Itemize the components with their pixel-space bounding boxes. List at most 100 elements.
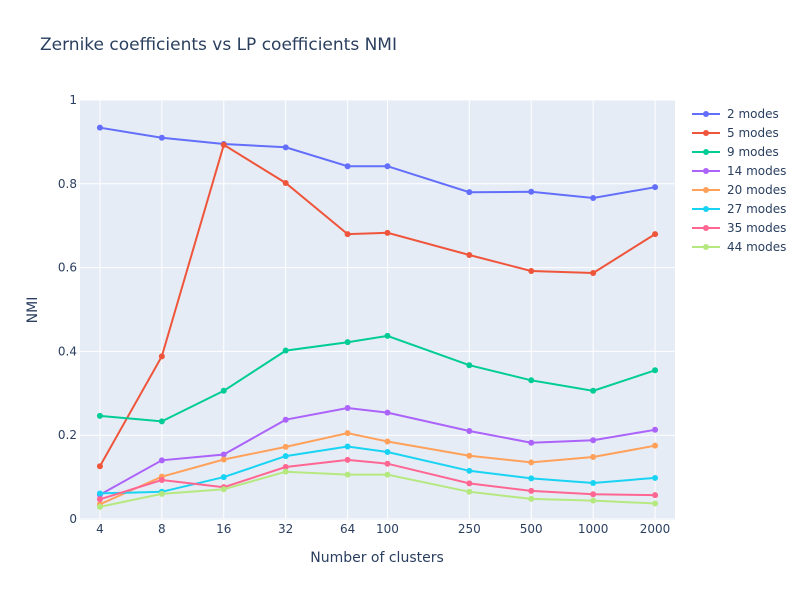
series-44-modes — [96, 468, 659, 510]
x-tick-label: 100 — [376, 522, 399, 536]
data-point — [344, 430, 351, 437]
data-point — [344, 231, 351, 238]
data-point — [528, 267, 535, 274]
legend-item: 5 modes — [692, 126, 779, 140]
data-point — [652, 442, 659, 449]
data-point — [220, 486, 227, 493]
data-point — [96, 463, 103, 470]
data-point — [466, 428, 473, 435]
x-tick-label: 32 — [278, 522, 293, 536]
x-tick-label: 500 — [520, 522, 543, 536]
data-point — [220, 451, 227, 458]
data-point — [282, 453, 289, 460]
data-point — [384, 460, 391, 467]
series-line — [99, 432, 656, 506]
data-point — [158, 353, 165, 360]
data-point — [466, 452, 473, 459]
data-point — [590, 437, 597, 444]
series-14-modes — [96, 404, 659, 498]
data-point — [652, 474, 659, 481]
data-point — [528, 188, 535, 195]
data-point — [220, 456, 227, 463]
data-point — [384, 229, 391, 236]
data-point — [528, 487, 535, 494]
data-point — [652, 231, 659, 238]
data-point — [652, 426, 659, 433]
legend-marker — [703, 149, 709, 155]
series-line — [99, 334, 656, 423]
y-tick-label: 0.2 — [58, 428, 77, 442]
data-point — [590, 387, 597, 394]
y-tick-label: 0.6 — [58, 261, 77, 275]
data-point — [344, 471, 351, 478]
legend-item: 9 modes — [692, 145, 779, 159]
legend-marker — [703, 244, 709, 250]
tick-labels: 4 8 16 32 64 100 250 500 1000 2000 0 0.2 0.4 0.6 0.8 1 — [58, 93, 670, 536]
legend-label: 44 modes — [727, 240, 786, 254]
data-point — [466, 480, 473, 487]
x-tick-label: 2000 — [640, 522, 671, 536]
y-axis-label: NMI — [25, 297, 41, 324]
data-point — [590, 491, 597, 498]
data-point — [384, 471, 391, 478]
x-tick-label: 1000 — [578, 522, 609, 536]
x-tick-label: 8 — [158, 522, 166, 536]
data-point — [344, 404, 351, 411]
data-point — [652, 367, 659, 374]
data-point — [528, 377, 535, 384]
series-35-modes — [96, 456, 659, 503]
data-point — [466, 252, 473, 259]
legend-label: 5 modes — [727, 126, 779, 140]
data-point — [282, 347, 289, 354]
data-point — [158, 418, 165, 425]
series-line — [99, 406, 656, 496]
data-point — [384, 438, 391, 445]
series-group — [96, 124, 659, 510]
legend-label: 35 modes — [727, 221, 786, 235]
data-point — [96, 412, 103, 419]
x-axis-label: Number of clusters — [310, 550, 444, 566]
data-point — [220, 141, 227, 148]
data-point — [282, 443, 289, 450]
series-9-modes — [96, 332, 659, 425]
data-point — [466, 362, 473, 369]
data-point — [528, 459, 535, 466]
x-tick-label: 4 — [96, 522, 104, 536]
data-point — [528, 439, 535, 446]
data-point — [158, 134, 165, 141]
data-point — [384, 448, 391, 455]
data-point — [282, 416, 289, 423]
legend-item: 27 modes — [692, 202, 786, 216]
grid — [80, 99, 675, 520]
legend-marker — [703, 206, 709, 212]
legend-item: 2 modes — [692, 107, 779, 121]
y-tick-label: 0 — [69, 512, 77, 526]
legend-marker — [703, 168, 709, 174]
legend-marker — [703, 111, 709, 117]
data-point — [282, 144, 289, 151]
legend: 2 modes 5 modes 9 modes 14 modes 20 modes 27 … — [692, 107, 786, 254]
legend-item: 35 modes — [692, 221, 786, 235]
y-tick-label: 0.4 — [58, 344, 77, 358]
series-line — [99, 470, 656, 508]
data-point — [652, 492, 659, 499]
data-point — [528, 475, 535, 482]
legend-label: 27 modes — [727, 202, 786, 216]
y-tick-label: 0.8 — [58, 177, 77, 191]
legend-label: 14 modes — [727, 164, 786, 178]
series-5-modes — [96, 141, 659, 470]
data-point — [384, 163, 391, 170]
data-point — [466, 488, 473, 495]
data-point — [344, 443, 351, 450]
data-point — [652, 500, 659, 507]
data-point — [96, 503, 103, 510]
series-line — [99, 458, 656, 501]
data-point — [282, 179, 289, 186]
data-point — [344, 339, 351, 346]
data-point — [466, 189, 473, 196]
data-point — [590, 270, 597, 277]
data-point — [384, 409, 391, 416]
data-point — [652, 184, 659, 191]
legend-marker — [703, 225, 709, 231]
